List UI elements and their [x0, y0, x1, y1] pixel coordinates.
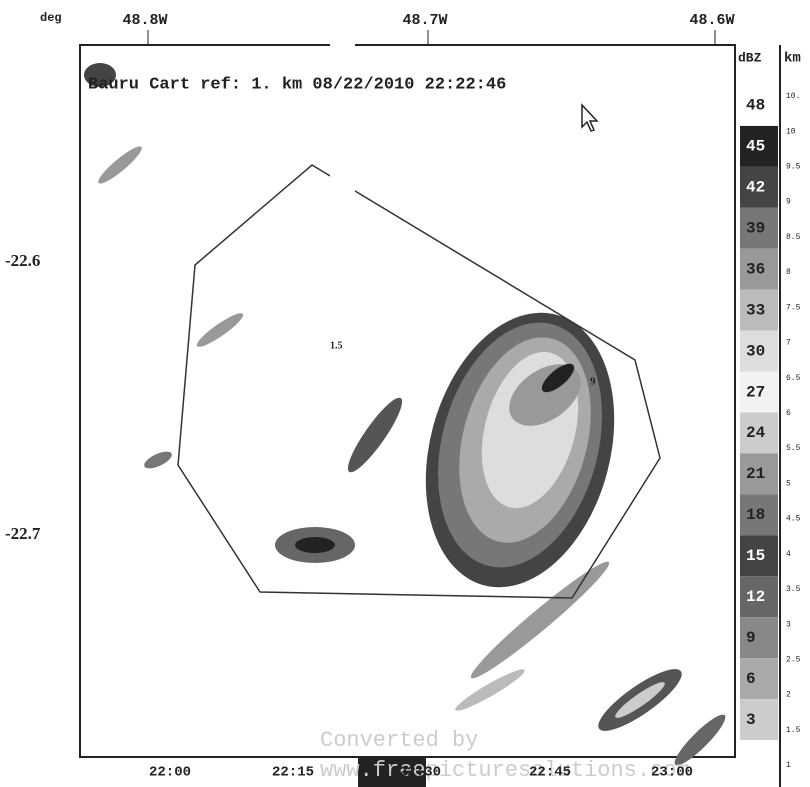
- dbz-label: 21: [746, 465, 765, 483]
- km-label: 3.5: [786, 585, 801, 594]
- km-label: 7.5: [786, 303, 801, 312]
- km-label: 5.5: [786, 444, 801, 453]
- watermark: Converted by: [320, 728, 478, 753]
- km-label: 2.5: [786, 655, 801, 664]
- longitude-label: 48.8W: [122, 12, 167, 29]
- dbz-label: 36: [746, 260, 765, 278]
- km-label: 10: [786, 127, 796, 136]
- latitude-label: -22.6: [5, 251, 40, 270]
- time-label: 23:00: [651, 765, 693, 781]
- dbz-label: 27: [746, 383, 765, 401]
- dbz-label: 3: [746, 711, 756, 729]
- time-label: 22:30: [399, 765, 441, 781]
- dbz-label: 39: [746, 220, 765, 238]
- km-label: 7: [786, 339, 791, 348]
- dbz-label: 18: [746, 506, 765, 524]
- annotation: 9: [590, 376, 596, 388]
- km-label: 6: [786, 409, 791, 418]
- km-label: 1.5: [786, 726, 801, 735]
- km-label: 1: [786, 761, 791, 770]
- km-label: 3: [786, 620, 791, 629]
- time-label: 22:00: [149, 765, 191, 781]
- longitude-label: 48.6W: [689, 12, 734, 29]
- occlusion: [330, 0, 355, 330]
- dbz-label: 9: [746, 629, 756, 647]
- dbz-label: 15: [746, 547, 765, 565]
- km-label: 5: [786, 479, 791, 488]
- dbz-label: 33: [746, 301, 765, 319]
- km-label: 9: [786, 198, 791, 207]
- km-unit: km: [784, 51, 801, 67]
- time-label: 22:45: [529, 765, 571, 781]
- time-label: 22:15: [272, 765, 314, 781]
- dbz-label: 45: [746, 138, 765, 156]
- km-label: 9.5: [786, 163, 801, 172]
- longitude-label: 48.7W: [402, 12, 447, 29]
- dbz-label: 24: [746, 424, 766, 442]
- echo: [295, 537, 335, 553]
- km-label: 10.: [786, 92, 800, 101]
- km-label: 2: [786, 691, 791, 700]
- km-label: 8.5: [786, 233, 801, 242]
- dbz-unit: dBZ: [738, 50, 762, 65]
- km-label: 6.5: [786, 374, 801, 383]
- km-label: 8: [786, 268, 791, 277]
- watermark: www.freepicturesolutions.com: [320, 758, 690, 783]
- dbz-label: 12: [746, 588, 765, 606]
- latitude-label: -22.7: [5, 524, 41, 543]
- annotation: 1.5: [330, 340, 343, 351]
- dbz-label: 30: [746, 342, 765, 360]
- dbz-label: 42: [746, 179, 765, 197]
- map-frame: [80, 45, 735, 757]
- radar-screen: deg dBZ km Bauru Cart ref: 1. km 08/22/2…: [0, 0, 810, 787]
- deg-label: deg: [40, 11, 62, 25]
- km-label: 4: [786, 550, 791, 559]
- dbz-label: 48: [746, 97, 765, 115]
- km-label: 4.5: [786, 515, 801, 524]
- dbz-label: 6: [746, 670, 756, 688]
- title: Bauru Cart ref: 1. km 08/22/2010 22:22:4…: [88, 75, 506, 94]
